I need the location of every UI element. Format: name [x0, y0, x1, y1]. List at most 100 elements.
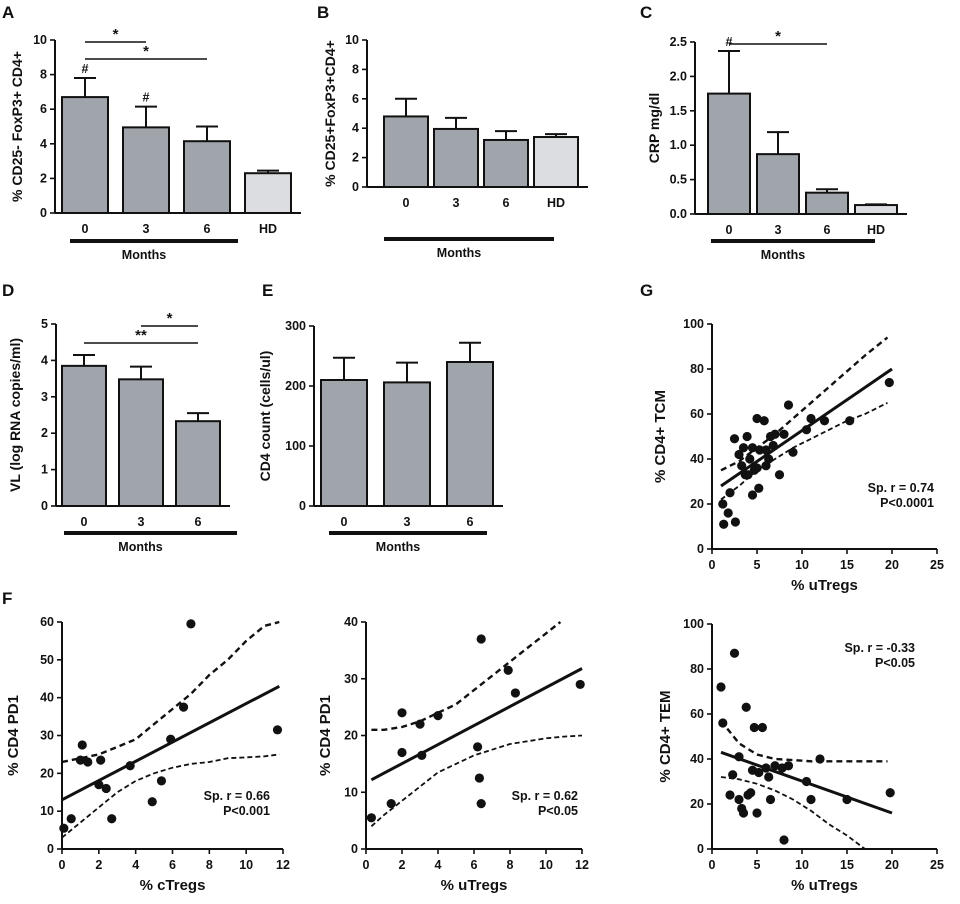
- y-axis-label: % CD4 PD1: [5, 695, 22, 776]
- bar-6: [175, 420, 221, 507]
- x-tick-label: 8: [507, 858, 514, 872]
- y-tick-label: 5: [41, 317, 48, 331]
- data-point: [742, 431, 752, 442]
- chart-f3: 0 20 40 60 80 100 0 5 10 15 20 25 % CD4+ TEM % uTregs…: [657, 617, 944, 894]
- plot-area: [370, 621, 583, 827]
- stat-correlation: Sp. r = -0.33: [844, 641, 915, 655]
- data-point: [476, 799, 486, 809]
- data-point: [728, 770, 738, 780]
- bar-0: [61, 96, 109, 214]
- data-point: [747, 443, 758, 453]
- data-point: [59, 823, 69, 833]
- data-point: [819, 416, 830, 426]
- x-tick-label: 12: [575, 858, 589, 872]
- bar-6: [483, 138, 529, 189]
- data-point: [718, 718, 728, 728]
- y-tick-label: 100: [683, 317, 704, 331]
- ci-lower-curve: [720, 776, 866, 849]
- y-tick-label: 200: [285, 379, 306, 393]
- y-tick-label: 2: [41, 426, 48, 440]
- y-tick-label: 0: [47, 842, 54, 856]
- bar-3: [756, 153, 800, 215]
- significance-star: *: [143, 43, 149, 60]
- data-point: [755, 445, 765, 455]
- y-tick-label: 20: [690, 797, 704, 811]
- months-group-bar: [711, 239, 875, 243]
- y-tick-label: 2: [40, 171, 47, 185]
- x-tick-label: 0: [403, 196, 410, 210]
- stat-pvalue: P<0.05: [875, 656, 915, 670]
- x-tick-label: 5: [754, 858, 761, 872]
- x-tick-label: 10: [239, 858, 253, 872]
- bar-3: [122, 126, 170, 214]
- data-point: [94, 780, 104, 790]
- data-point: [765, 794, 776, 805]
- data-point: [759, 416, 769, 426]
- data-point: [719, 519, 729, 529]
- y-tick-label: 100: [285, 439, 306, 453]
- data-point: [884, 377, 894, 388]
- data-point: [788, 447, 798, 457]
- y-tick-label: 10: [40, 804, 54, 818]
- x-tick-label: 0: [709, 558, 716, 572]
- data-point: [716, 682, 726, 692]
- x-tick-label: HD: [259, 222, 277, 236]
- data-point: [815, 754, 825, 764]
- data-point: [770, 429, 780, 439]
- data-point: [764, 454, 774, 464]
- data-point: [107, 814, 117, 824]
- data-point: [147, 797, 157, 807]
- chart-g: 0 20 40 60 80 100 0 5 10 15 20 25 % CD4+ TCM % uTregs…: [652, 317, 944, 594]
- y-tick-label: 40: [40, 691, 54, 705]
- y-tick-label: 60: [690, 407, 704, 421]
- data-point: [768, 440, 778, 451]
- hash-mark: #: [82, 62, 89, 76]
- data-point: [845, 416, 855, 426]
- x-tick-label: 0: [709, 858, 716, 872]
- data-point: [729, 648, 740, 658]
- stat-correlation: Sp. r = 0.62: [512, 789, 578, 803]
- y-tick-label: 40: [344, 615, 358, 629]
- panel-label-g: G: [640, 281, 653, 300]
- data-point: [741, 702, 751, 712]
- y-tick-label: 8: [40, 68, 47, 82]
- chart-a: 0 2 4 6 8 10 % CD25- FoxP3+ CD4+ 0 #3 #6 HD Months *…: [9, 26, 301, 262]
- x-tick-label: 3: [143, 222, 150, 236]
- x-tick-label: 6: [204, 222, 211, 236]
- y-tick-label: 20: [344, 729, 358, 743]
- months-group-bar: [329, 531, 487, 535]
- data-point: [734, 449, 744, 460]
- x-axis-label: % uTregs: [441, 877, 508, 894]
- y-tick-label: 60: [690, 707, 704, 721]
- x-tick-label: 6: [824, 223, 831, 237]
- significance-star: *: [167, 310, 173, 327]
- x-tick-label: 10: [539, 858, 553, 872]
- data-point: [66, 814, 76, 824]
- data-point: [156, 776, 167, 786]
- y-tick-label: 100: [683, 617, 704, 631]
- data-point: [745, 454, 755, 464]
- y-tick-label: 0.5: [670, 173, 687, 187]
- data-point: [770, 761, 780, 771]
- panel-label-a: A: [2, 3, 14, 22]
- y-tick-label: 80: [690, 362, 704, 376]
- bar-0: [61, 364, 107, 507]
- data-point: [101, 783, 111, 794]
- data-point: [178, 702, 189, 712]
- bar-0: [707, 92, 751, 215]
- bar-HD: [854, 204, 898, 215]
- data-point: [730, 517, 741, 527]
- x-tick-label: 6: [195, 515, 202, 529]
- data-point: [752, 808, 762, 818]
- data-point: [575, 679, 585, 690]
- data-point: [806, 413, 816, 424]
- x-tick-label: 6: [471, 858, 478, 872]
- significance-star: *: [113, 26, 119, 43]
- data-point: [752, 463, 762, 473]
- y-tick-label: 0: [351, 842, 358, 856]
- x-tick-label: 0: [341, 515, 348, 529]
- x-tick-label: 0: [82, 222, 89, 236]
- data-point: [779, 429, 789, 439]
- x-tick-label: 20: [885, 558, 899, 572]
- y-tick-label: 0: [352, 180, 359, 194]
